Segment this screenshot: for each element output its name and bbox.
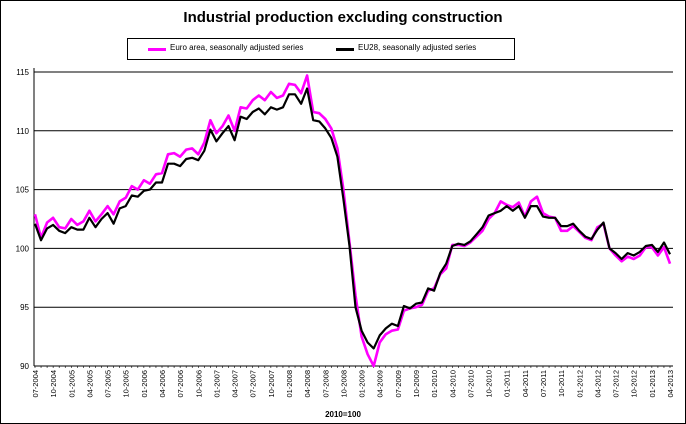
series-line-eu28 xyxy=(33,87,671,350)
x-tick-label: 01-2006 xyxy=(140,370,149,398)
x-tick-label: 07-2010 xyxy=(466,370,475,398)
x-tick-label: 01-2012 xyxy=(575,370,584,398)
x-axis-label: 2010=100 xyxy=(325,410,361,419)
legend-swatch-eu28 xyxy=(336,48,354,51)
y-tick-label: 95 xyxy=(20,303,29,312)
x-tick-label: 01-2008 xyxy=(285,370,294,398)
x-tick-label: 01-2009 xyxy=(358,370,367,398)
x-tick-label: 07-2013 xyxy=(684,370,685,398)
x-tick-label: 07-2011 xyxy=(539,370,548,397)
y-tick-label: 90 xyxy=(20,362,29,371)
y-tick-label: 110 xyxy=(16,127,29,136)
x-tick-label: 04-2009 xyxy=(376,370,385,398)
x-tick-label: 07-2008 xyxy=(321,370,330,398)
legend-label-eu28: EU28, seasonally adjusted series xyxy=(358,43,477,52)
y-tick-label: 100 xyxy=(16,244,30,253)
x-tick-label: 04-2008 xyxy=(303,370,312,398)
series-line-euro-area xyxy=(33,74,672,368)
x-tick-label: 10-2011 xyxy=(557,370,566,397)
y-tick-label: 105 xyxy=(16,186,30,195)
x-tick-label: 10-2010 xyxy=(485,370,494,398)
x-tick-label: 01-2007 xyxy=(212,370,221,398)
y-tick-label: 115 xyxy=(16,68,29,77)
x-tick-label: 10-2009 xyxy=(412,370,421,398)
x-tick-label: 07-2009 xyxy=(394,370,403,398)
x-tick-label: 04-2011 xyxy=(521,370,530,397)
x-tick-label: 04-2010 xyxy=(448,370,457,398)
legend-swatch-euro-area xyxy=(148,48,166,51)
x-tick-label: 10-2007 xyxy=(267,370,276,398)
x-tick-label: 04-2006 xyxy=(158,370,167,398)
chart-title: Industrial production excluding construc… xyxy=(183,9,503,26)
x-tick-label: 01-2013 xyxy=(648,370,657,398)
x-tick-label: 04-2007 xyxy=(231,370,240,398)
x-tick-label: 04-2005 xyxy=(85,370,94,398)
x-tick-label: 10-2008 xyxy=(339,370,348,398)
x-tick-label: 10-2005 xyxy=(122,370,131,398)
x-tick-label: 10-2004 xyxy=(49,370,58,398)
x-tick-label: 10-2012 xyxy=(630,370,639,398)
x-tick-label: 01-2011 xyxy=(503,370,512,397)
x-tick-label: 07-2012 xyxy=(612,370,621,398)
x-tick-label: 07-2007 xyxy=(249,370,258,398)
x-tick-label: 01-2005 xyxy=(67,370,76,398)
legend-label-euro-area: Euro area, seasonally adjusted series xyxy=(170,43,304,52)
x-tick-label: 10-2006 xyxy=(194,370,203,398)
legend: Euro area, seasonally adjusted series EU… xyxy=(127,38,515,60)
x-tick-label: 07-2005 xyxy=(104,370,113,398)
x-tick-label: 04-2012 xyxy=(593,370,602,398)
x-tick-label: 07-2004 xyxy=(31,370,40,398)
x-tick-label: 01-2010 xyxy=(430,370,439,398)
x-tick-label: 07-2006 xyxy=(176,370,185,398)
x-tick-label: 04-2013 xyxy=(666,370,675,398)
